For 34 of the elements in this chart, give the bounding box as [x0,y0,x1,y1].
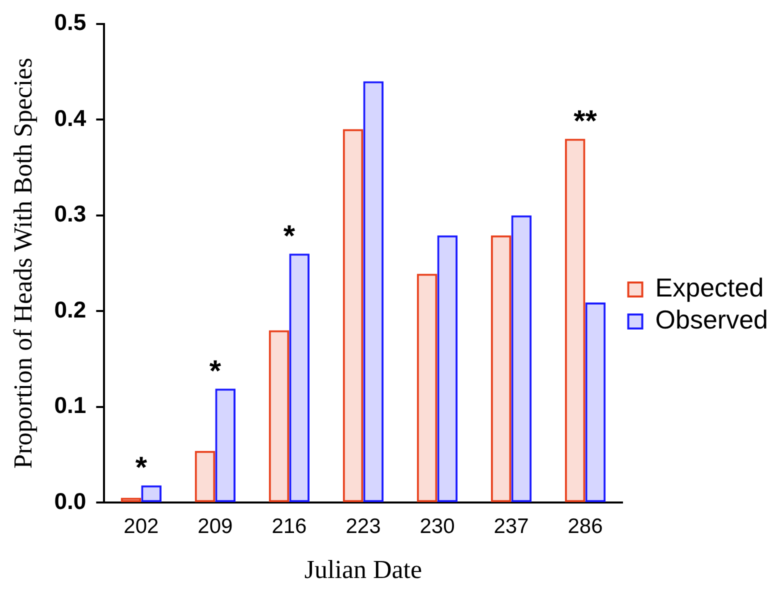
y-tick-label: 0.1 [54,392,86,418]
bar [511,215,532,502]
bar [141,485,162,502]
x-tick-label: 286 [568,514,603,538]
annotation: * [209,354,222,388]
annotation: * [283,220,296,253]
annotation: ** [574,104,598,138]
y-tick-label: 0.4 [54,104,86,131]
bar [268,330,290,502]
x-tick-label: 237 [494,514,529,538]
x-tick-label: 216 [272,514,307,538]
y-tick-label: 0.3 [54,200,86,227]
legend-label: Observed [655,304,768,335]
y-axis-title: Proportion of Heads With Both Species [8,58,38,469]
y-tick-label: 0.5 [54,9,86,36]
x-tick-label: 202 [124,514,159,538]
bar [564,138,586,502]
x-tick-label: 230 [420,514,455,538]
bar [289,254,310,502]
x-tick-label: 223 [346,514,381,538]
x-axis-title: Julian Date [304,555,422,584]
bar [490,235,512,502]
bar [215,388,236,502]
y-tick-label: 0.2 [54,296,86,322]
y-tick-label: 0.0 [54,488,86,514]
bar [194,450,216,502]
bar [342,129,364,502]
bar [416,274,438,502]
legend-label: Expected [655,272,764,303]
bar [585,302,606,502]
annotation: * [135,452,148,485]
bar [437,235,458,502]
bar [363,81,384,502]
x-tick-label: 209 [198,514,233,538]
